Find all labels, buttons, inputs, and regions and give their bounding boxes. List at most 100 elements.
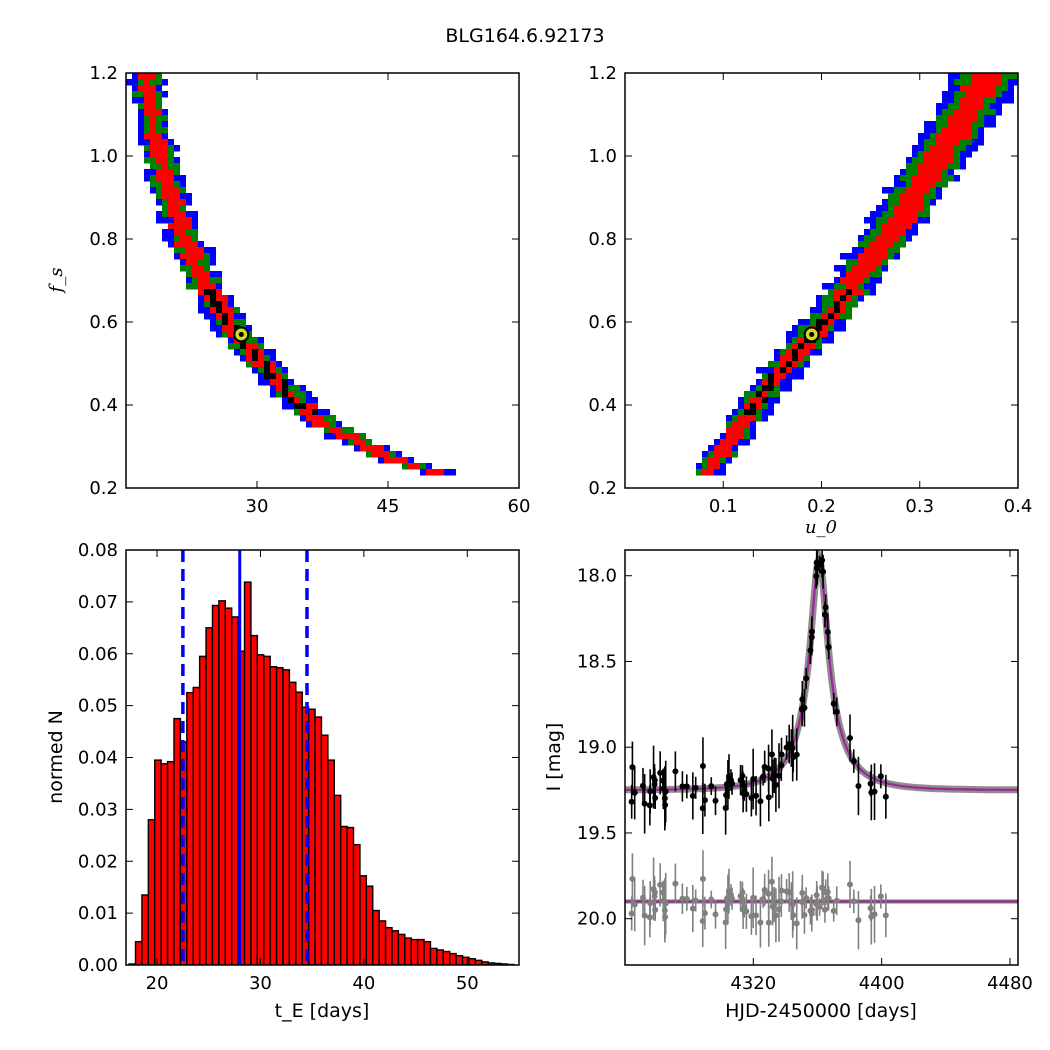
heat-cell-red: [960, 103, 984, 110]
data-point: [882, 793, 889, 800]
residual-point: [628, 910, 635, 917]
bl-histogram: [128, 550, 515, 965]
heat-cell-red: [882, 223, 912, 230]
data-point: [672, 768, 679, 775]
heat-cell-red: [198, 277, 210, 284]
heat-cell-red: [714, 445, 732, 452]
data-point: [868, 789, 875, 796]
histogram-bar: [295, 691, 303, 965]
heat-cell-red: [720, 439, 738, 446]
heat-cell-red: [144, 97, 156, 104]
histogram-bar: [141, 894, 150, 965]
residual-point: [631, 901, 638, 908]
heat-cell-black: [768, 373, 774, 380]
heat-cell-black: [222, 313, 228, 320]
heat-cell-black: [756, 391, 762, 398]
heat-cell-red: [150, 127, 156, 134]
tr-ytick-label: 0.6: [588, 312, 617, 333]
heat-cell-black: [792, 349, 798, 356]
data-point: [631, 789, 638, 796]
residual-point: [748, 913, 755, 920]
data-point: [699, 762, 706, 769]
residual-point: [850, 898, 857, 905]
heat-cell-red: [918, 163, 948, 170]
histogram-bar: [256, 654, 265, 965]
heat-cell-black: [834, 307, 840, 314]
heat-cell-black: [846, 289, 852, 296]
data-point: [819, 557, 826, 564]
residual-point: [689, 905, 696, 912]
residual-point: [868, 913, 875, 920]
residual-point: [825, 895, 832, 902]
data-point: [740, 790, 747, 797]
residual-point: [692, 897, 699, 904]
heat-cell-red: [144, 79, 150, 86]
heat-cell-red: [972, 73, 1002, 80]
tl-ylabel: f_s: [46, 268, 67, 295]
heat-cell-red: [162, 163, 168, 170]
data-point: [727, 777, 734, 784]
heat-cell-red: [708, 463, 720, 470]
heat-cell-red: [900, 193, 924, 200]
tr-heatmap: [696, 73, 1018, 476]
bl-ytick-label: 0.01: [78, 903, 118, 924]
heat-cell-red: [750, 397, 768, 404]
panel-fs-vs-u0: 0.1 0.2 0.3 0.4 0.2 0.4 0.6 0.8 1.0 1.2 u_0: [588, 63, 1032, 538]
data-point: [657, 769, 664, 776]
histogram-bar: [154, 759, 162, 965]
data-point: [765, 765, 772, 772]
heat-cell-red: [906, 187, 930, 194]
heat-cell-red: [732, 421, 750, 428]
data-point: [757, 798, 764, 805]
residual-point: [821, 906, 828, 913]
tr-xtick-label: 0.1: [709, 496, 738, 517]
heat-cell-red: [870, 241, 894, 248]
heat-cell-red: [330, 427, 342, 434]
data-point: [679, 783, 686, 790]
bl-xtick-label: 40: [352, 973, 375, 994]
residual-point: [672, 880, 679, 887]
model-band: [625, 550, 1018, 794]
data-point: [701, 797, 708, 804]
br-xtick-label: 4320: [730, 973, 776, 994]
histogram-bar: [391, 930, 400, 965]
histogram-bar: [449, 952, 457, 965]
heat-cell-red: [192, 265, 204, 272]
histogram-bar: [352, 843, 361, 965]
heat-cell-red: [726, 427, 744, 434]
histogram-bar: [320, 734, 329, 965]
data-point: [724, 781, 731, 788]
heat-cell-red: [882, 229, 906, 236]
residual-point: [772, 912, 779, 919]
heat-cell-red: [354, 439, 366, 446]
heat-cell-red: [930, 145, 954, 152]
br-ytick-label: 18.0: [577, 566, 617, 587]
data-point: [753, 792, 760, 799]
residual-point: [813, 901, 820, 908]
data-point: [850, 758, 857, 765]
heat-cell-red: [948, 121, 972, 128]
heat-cell-black: [264, 361, 270, 368]
data-point: [760, 773, 767, 780]
heat-cell-black: [762, 397, 768, 404]
tl-xtick-label: 60: [508, 496, 531, 517]
histogram-bar: [423, 940, 432, 965]
data-point: [808, 634, 815, 641]
bl-ytick-label: 0.06: [78, 644, 118, 665]
heat-cell-red: [924, 157, 954, 164]
heat-cell-red: [858, 259, 882, 266]
residual-point: [819, 884, 826, 891]
data-point: [822, 604, 829, 611]
heat-cell-red: [138, 73, 156, 80]
tr-ytick-label: 1.0: [588, 146, 617, 167]
tl-frame: [125, 72, 520, 489]
bl-ytick-label: 0.03: [78, 799, 118, 820]
heat-cell-red: [966, 91, 996, 98]
heat-cell-red: [144, 109, 162, 116]
heat-cell-red: [168, 205, 180, 212]
heat-cell-red: [972, 79, 1002, 86]
heat-cell-red: [852, 265, 876, 272]
histogram-bar: [282, 669, 291, 965]
residual-point: [708, 896, 715, 903]
data-point: [692, 784, 699, 791]
